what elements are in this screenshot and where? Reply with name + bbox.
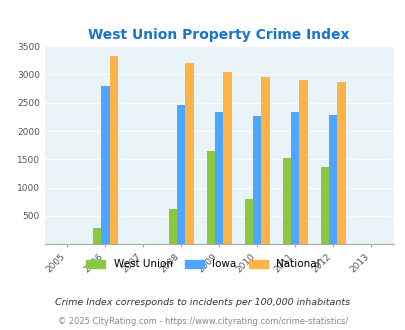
- Bar: [168, 209, 177, 244]
- Title: West Union Property Crime Index: West Union Property Crime Index: [88, 28, 349, 42]
- Bar: [261, 77, 269, 244]
- Bar: [252, 116, 261, 244]
- Bar: [206, 151, 215, 244]
- Bar: [215, 113, 223, 244]
- Bar: [177, 105, 185, 244]
- Text: Crime Index corresponds to incidents per 100,000 inhabitants: Crime Index corresponds to incidents per…: [55, 298, 350, 307]
- Bar: [101, 86, 109, 244]
- Text: © 2025 CityRating.com - https://www.cityrating.com/crime-statistics/: © 2025 CityRating.com - https://www.city…: [58, 317, 347, 326]
- Bar: [109, 56, 117, 244]
- Bar: [290, 113, 298, 244]
- Bar: [223, 72, 231, 244]
- Bar: [328, 115, 337, 244]
- Bar: [244, 199, 252, 244]
- Legend: West Union, Iowa, National: West Union, Iowa, National: [82, 255, 323, 274]
- Bar: [320, 167, 328, 244]
- Bar: [298, 80, 307, 244]
- Bar: [185, 63, 193, 244]
- Bar: [282, 158, 290, 244]
- Bar: [93, 228, 101, 244]
- Bar: [337, 82, 345, 244]
